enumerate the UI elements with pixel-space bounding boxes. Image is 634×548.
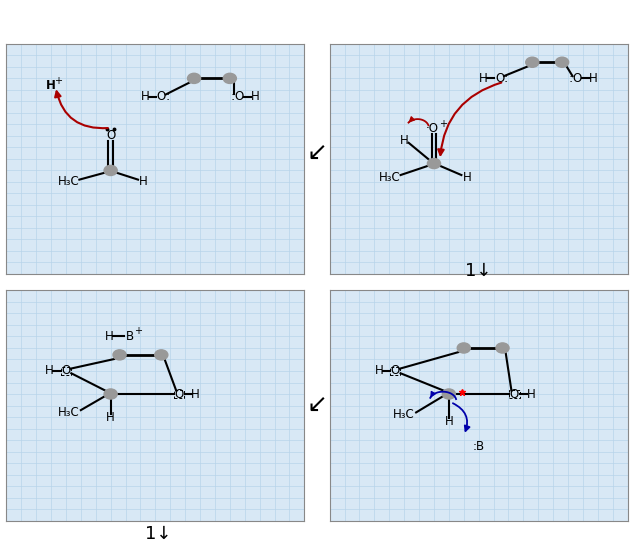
Text: O: O xyxy=(573,72,581,85)
Text: O: O xyxy=(495,72,504,85)
Text: :: : xyxy=(504,72,508,85)
Text: H: H xyxy=(251,90,259,103)
Text: O: O xyxy=(61,364,70,378)
Text: +: + xyxy=(54,76,61,86)
Text: H: H xyxy=(105,330,113,343)
Circle shape xyxy=(427,158,441,169)
FancyArrowPatch shape xyxy=(453,403,470,431)
Text: H: H xyxy=(191,387,200,401)
Circle shape xyxy=(496,343,509,353)
Text: H: H xyxy=(462,171,471,184)
Circle shape xyxy=(526,57,539,67)
Text: H: H xyxy=(444,415,453,428)
Text: H: H xyxy=(479,72,488,85)
Text: O: O xyxy=(234,90,243,103)
Text: ↙: ↙ xyxy=(306,393,328,418)
Circle shape xyxy=(555,57,569,67)
Text: H: H xyxy=(400,134,408,147)
FancyArrowPatch shape xyxy=(55,92,108,128)
Circle shape xyxy=(188,73,200,83)
Text: :: : xyxy=(568,72,573,85)
Circle shape xyxy=(223,73,236,83)
Circle shape xyxy=(443,389,455,399)
Text: O: O xyxy=(510,387,519,401)
Text: H₃C: H₃C xyxy=(58,406,80,419)
Text: H₃C: H₃C xyxy=(58,175,80,189)
Text: H₃C: H₃C xyxy=(378,171,400,184)
Text: :: : xyxy=(165,90,170,103)
Text: ↙: ↙ xyxy=(306,141,328,165)
Text: O: O xyxy=(391,364,400,378)
Text: H: H xyxy=(375,364,383,378)
Circle shape xyxy=(104,165,117,175)
Text: H₃C: H₃C xyxy=(393,408,415,421)
Text: 1↓: 1↓ xyxy=(145,526,172,543)
Text: ·O: ·O xyxy=(426,123,439,135)
Text: H: H xyxy=(141,90,149,103)
Text: +: + xyxy=(134,327,142,336)
Text: :: : xyxy=(230,90,235,103)
Text: H: H xyxy=(526,387,535,401)
Text: O: O xyxy=(157,90,166,103)
Circle shape xyxy=(104,389,117,399)
FancyArrowPatch shape xyxy=(438,83,501,155)
Circle shape xyxy=(457,343,470,353)
Text: :B: :B xyxy=(472,441,485,453)
Text: O: O xyxy=(174,387,184,401)
Text: +: + xyxy=(439,119,447,129)
Text: H: H xyxy=(139,175,148,189)
Text: O: O xyxy=(106,129,115,142)
Circle shape xyxy=(155,350,168,360)
Circle shape xyxy=(113,350,126,360)
Text: H: H xyxy=(46,79,56,92)
Text: 1↓: 1↓ xyxy=(465,262,492,280)
Text: H: H xyxy=(45,364,54,378)
Text: B: B xyxy=(126,330,134,343)
Text: H: H xyxy=(589,72,598,85)
Text: H: H xyxy=(107,410,115,424)
